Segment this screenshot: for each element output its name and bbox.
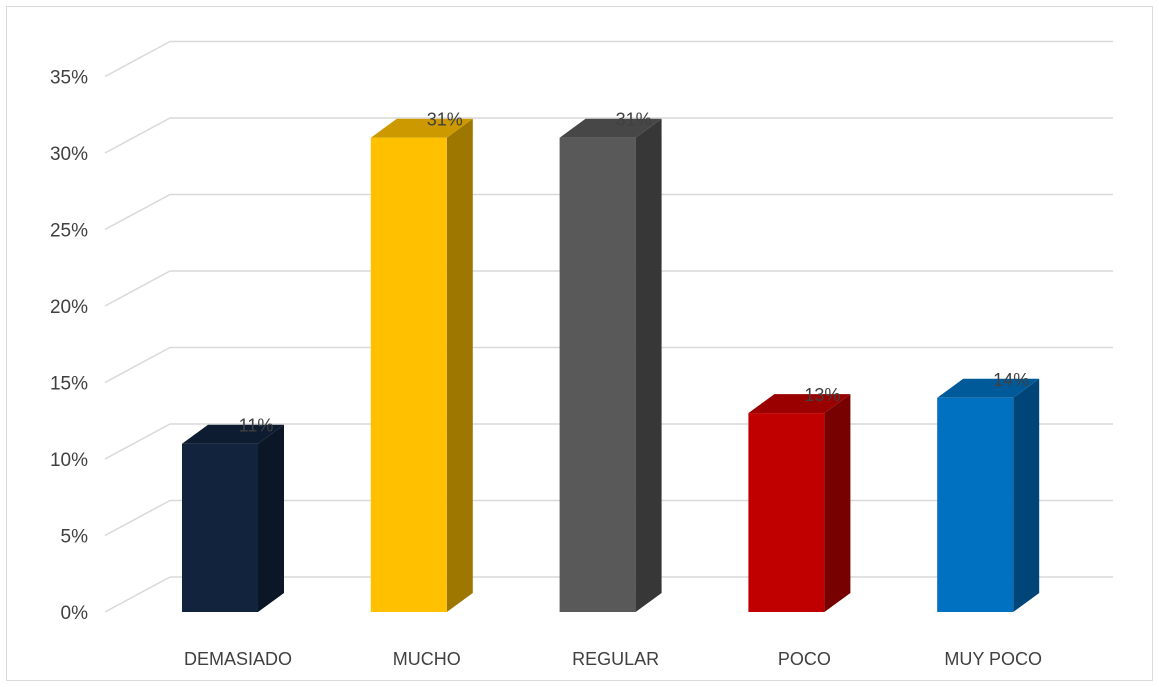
gridline-diagonal	[104, 117, 171, 154]
y-tick-label: 0%	[61, 603, 89, 624]
y-tick-label: 25%	[50, 221, 88, 242]
bar-top	[937, 378, 1040, 398]
y-tick-label: 5%	[61, 527, 89, 548]
category-label: DEMASIADO	[184, 649, 292, 669]
data-label: 31%	[427, 110, 463, 130]
bar-side	[635, 118, 662, 612]
y-tick-label: 30%	[50, 144, 88, 165]
bar	[370, 137, 447, 612]
bar-side	[1013, 378, 1040, 612]
category-label: MUY POCO	[944, 649, 1042, 669]
bar	[937, 397, 1014, 612]
gridline-diagonal	[104, 576, 171, 613]
data-label: 14%	[993, 370, 1029, 390]
bar	[559, 137, 636, 612]
bar-top	[182, 424, 284, 444]
category-label: REGULAR	[572, 649, 659, 669]
gridline-diagonal	[104, 423, 171, 460]
bar-top	[370, 118, 473, 138]
data-label: 13%	[804, 385, 840, 405]
bar	[748, 413, 825, 612]
y-tick-label: 10%	[50, 450, 88, 471]
gridline-diagonal	[104, 40, 171, 78]
bar-top	[748, 394, 851, 414]
y-tick-label: 15%	[50, 374, 88, 395]
bar-side	[446, 118, 473, 612]
y-tick-label: 35%	[50, 68, 88, 89]
bar-side	[258, 424, 284, 612]
category-label: MUCHO	[393, 649, 461, 669]
gridline-diagonal	[104, 499, 171, 537]
data-label: 31%	[616, 110, 652, 130]
bar	[182, 443, 258, 612]
data-label: 11%	[239, 416, 274, 436]
bar-top	[559, 118, 662, 138]
y-tick-label: 20%	[50, 297, 88, 318]
gridline-diagonal	[104, 346, 171, 384]
gridline-diagonal	[104, 270, 171, 307]
category-label: POCO	[778, 649, 831, 669]
gridline-diagonal	[104, 193, 171, 231]
bar-side	[824, 394, 851, 612]
